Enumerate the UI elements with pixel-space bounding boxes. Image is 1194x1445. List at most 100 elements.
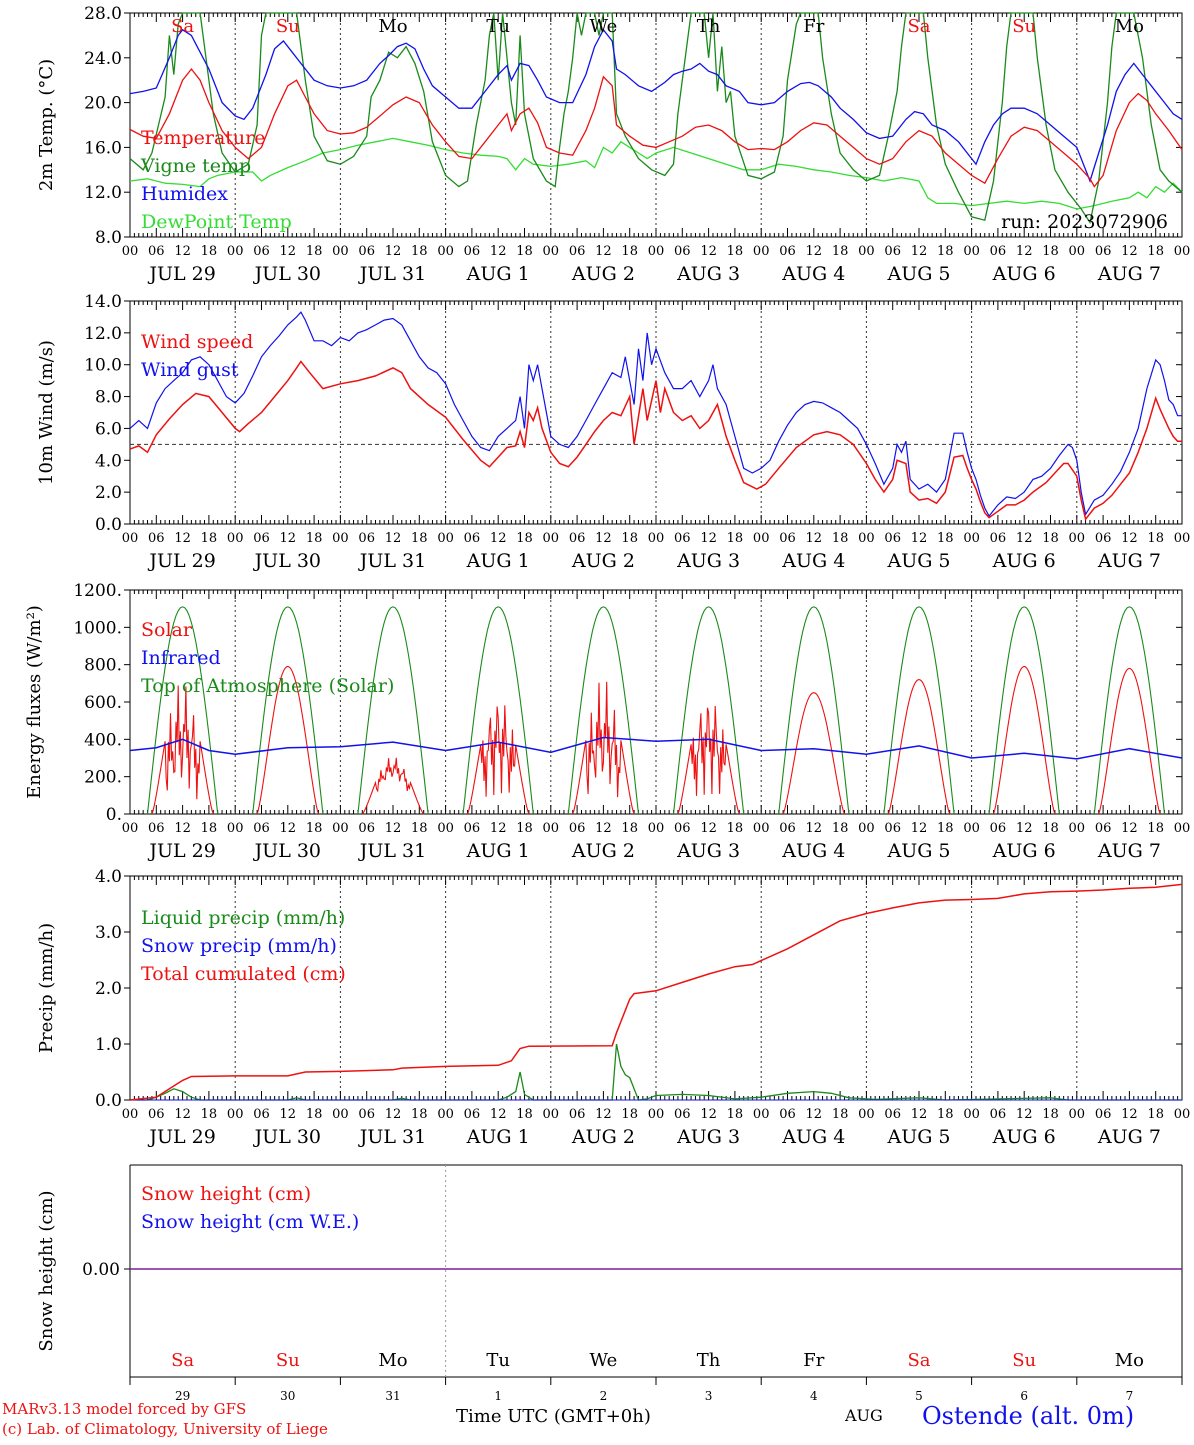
temperature-weekday-label: Su xyxy=(276,16,300,37)
temperature-line-3 xyxy=(129,137,1183,210)
temperature-line-0 xyxy=(129,67,1183,188)
energy-legend-1: Infrared xyxy=(141,647,221,669)
temperature-ytick-label: 12.0 xyxy=(84,183,122,203)
temperature-weekday-label: Sa xyxy=(171,16,194,37)
solar-curve xyxy=(1098,667,1161,815)
energy-hour-label: 00 xyxy=(753,821,770,836)
snow-day-number: 1 xyxy=(494,1389,502,1403)
precip-hour-label: 06 xyxy=(674,1107,691,1122)
precip-hour-label: 06 xyxy=(358,1107,375,1122)
precip-hour-label: 06 xyxy=(569,1107,586,1122)
wind-hour-label: 00 xyxy=(543,531,560,546)
temperature-hour-label: 18 xyxy=(516,244,533,259)
temperature-ytick-label: 8.0 xyxy=(95,228,122,248)
wind-hour-label: 00 xyxy=(332,531,349,546)
precip-day-label: AUG 6 xyxy=(992,1126,1056,1148)
precip-hour-label: 00 xyxy=(1174,1107,1191,1122)
precip-hour-label: 18 xyxy=(1042,1107,1059,1122)
wind-ytick-label: 8.0 xyxy=(95,388,122,408)
solar-curve xyxy=(466,705,530,815)
energy-day-label: AUG 1 xyxy=(466,840,530,862)
wind-hour-label: 12 xyxy=(385,531,402,546)
wind-hour-label: 00 xyxy=(648,531,665,546)
temperature-hour-label: 06 xyxy=(358,244,375,259)
temperature-y-axis-title: 2m Temp. (°C) xyxy=(36,59,57,191)
toa-solar-curve xyxy=(1093,606,1166,815)
energy-day-label: AUG 6 xyxy=(992,840,1056,862)
temperature-hour-label: 12 xyxy=(1016,244,1033,259)
precip-hour-label: 18 xyxy=(516,1107,533,1122)
precip-ytick-label: 1.0 xyxy=(95,1035,122,1055)
temperature-weekday-label: Fr xyxy=(803,16,824,37)
precip-legend-0: Liquid precip (mm/h) xyxy=(141,907,345,929)
temperature-day-label: JUL 29 xyxy=(147,263,215,285)
energy-ytick-label: 1200. xyxy=(73,581,122,601)
snow-weekday-label: We xyxy=(590,1350,618,1371)
wind-hour-label: 12 xyxy=(1121,531,1138,546)
temperature-hour-label: 12 xyxy=(385,244,402,259)
precip-hour-label: 00 xyxy=(1069,1107,1086,1122)
temperature-weekday-label: Su xyxy=(1012,16,1036,37)
wind-ytick-label: 10.0 xyxy=(84,356,122,376)
energy-hour-label: 06 xyxy=(464,821,481,836)
precip-hour-label: 12 xyxy=(1121,1107,1138,1122)
solar-curve xyxy=(677,705,740,815)
model-credit: MARv3.13 model forced by GFS xyxy=(2,1400,247,1418)
temperature-hour-label: 06 xyxy=(464,244,481,259)
energy-hour-label: 18 xyxy=(937,821,954,836)
energy-hour-label: 12 xyxy=(595,821,612,836)
temperature-hour-label: 18 xyxy=(1147,244,1164,259)
temperature-hour-label: 00 xyxy=(437,244,454,259)
wind-day-label: JUL 31 xyxy=(358,550,426,572)
energy-ytick-label: 400. xyxy=(84,730,122,750)
precip-hour-label: 12 xyxy=(385,1107,402,1122)
energy-hour-label: 12 xyxy=(174,821,191,836)
temperature-hour-label: 06 xyxy=(1095,244,1112,259)
wind-hour-label: 18 xyxy=(306,531,323,546)
precip-hour-label: 00 xyxy=(543,1107,560,1122)
precip-y-axis-title: Precip (mm/h) xyxy=(36,923,57,1053)
snow-day-number: 7 xyxy=(1126,1389,1134,1403)
temperature-weekday-label: Mo xyxy=(378,16,407,37)
toa-solar-curve xyxy=(988,606,1060,815)
energy-hour-label: 18 xyxy=(516,821,533,836)
precip-hour-label: 12 xyxy=(700,1107,717,1122)
temperature-weekday-label: Tu xyxy=(486,16,510,37)
precip-hour-label: 00 xyxy=(122,1107,139,1122)
temperature-line-1 xyxy=(129,12,1183,225)
wind-hour-label: 12 xyxy=(911,531,928,546)
temperature-hour-label: 12 xyxy=(174,244,191,259)
wind-hour-label: 00 xyxy=(437,531,454,546)
snow-weekday-label: Th xyxy=(697,1350,721,1371)
month-label: AUG xyxy=(845,1406,883,1425)
temperature-legend-1: Vigne temp xyxy=(140,155,251,177)
wind-hour-label: 00 xyxy=(1174,531,1191,546)
wind-speed-line xyxy=(129,360,1182,521)
wind-hour-label: 12 xyxy=(490,531,507,546)
wind-ytick-label: 14.0 xyxy=(84,292,122,312)
snow-day-number: 6 xyxy=(1020,1389,1028,1403)
wind-day-label: AUG 4 xyxy=(781,550,845,572)
precip-hour-label: 12 xyxy=(806,1107,823,1122)
wind-hour-label: 18 xyxy=(1147,531,1164,546)
wind-hour-label: 00 xyxy=(963,531,980,546)
energy-hour-label: 06 xyxy=(884,821,901,836)
temperature-ytick-label: 28.0 xyxy=(84,4,122,24)
wind-hour-label: 18 xyxy=(201,531,218,546)
energy-ytick-label: 800. xyxy=(84,656,122,676)
precip-day-label: AUG 7 xyxy=(1097,1126,1161,1148)
precip-hour-label: 00 xyxy=(648,1107,665,1122)
wind-ytick-label: 4.0 xyxy=(95,451,122,471)
temperature-hour-label: 06 xyxy=(569,244,586,259)
precip-hour-label: 06 xyxy=(1095,1107,1112,1122)
temperature-hour-label: 06 xyxy=(990,244,1007,259)
snow-weekday-label: Su xyxy=(1012,1350,1036,1371)
precip-day-label: JUL 30 xyxy=(253,1126,321,1148)
temperature-hour-label: 06 xyxy=(148,244,165,259)
temperature-hour-label: 18 xyxy=(411,244,428,259)
wind-legend-0: Wind speed xyxy=(141,331,253,353)
energy-day-label: JUL 31 xyxy=(358,840,426,862)
wind-hour-label: 18 xyxy=(727,531,744,546)
energy-hour-label: 18 xyxy=(306,821,323,836)
